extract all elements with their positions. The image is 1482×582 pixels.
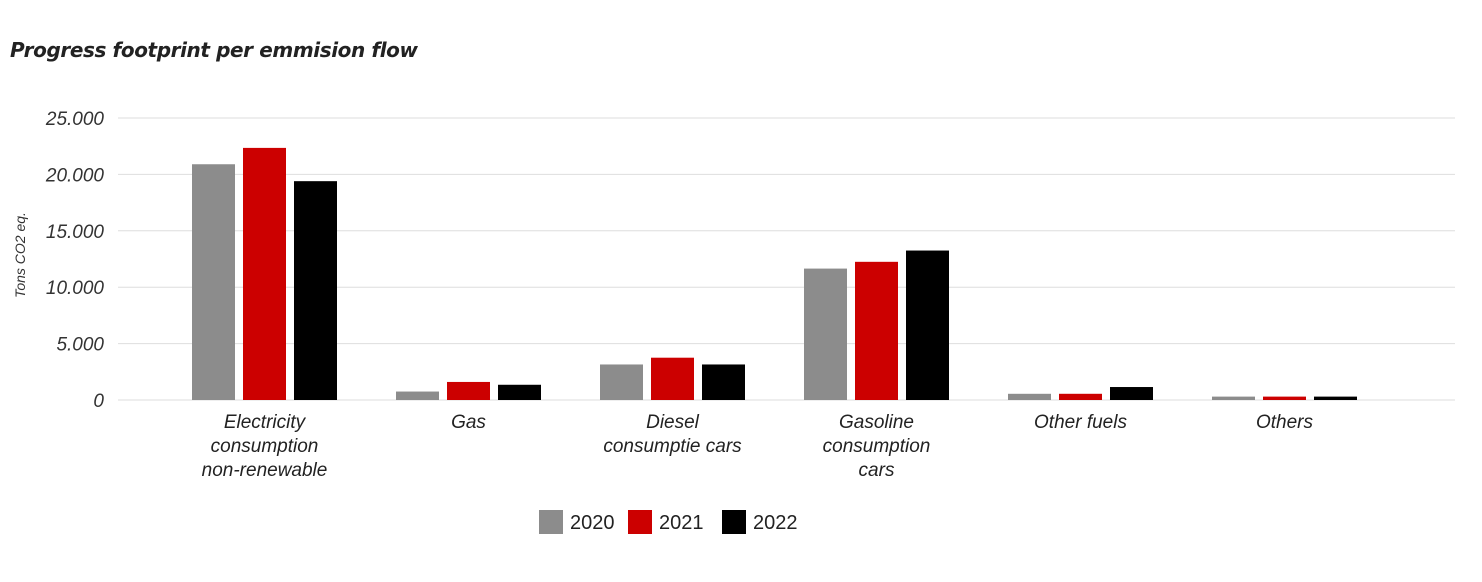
legend-swatch-2021 — [628, 510, 652, 534]
category-label: Gas — [451, 412, 486, 433]
y-tick-label: 15.000 — [46, 222, 105, 243]
category-label-line: consumption — [211, 436, 319, 457]
y-tick-label: 10.000 — [46, 278, 105, 299]
legend-swatch-2020 — [539, 510, 563, 534]
bar-2020-3 — [804, 268, 847, 400]
category-label: Gasoline consumption cars — [823, 412, 931, 481]
category-label-line: Diesel — [646, 412, 700, 433]
legend-label-2022: 2022 — [753, 512, 798, 534]
category-label-line: Other fuels — [1034, 412, 1127, 433]
y-tick-label: 20.000 — [45, 165, 105, 186]
bar-2022-0 — [294, 181, 337, 400]
category-label-line: consumption — [823, 436, 931, 457]
category-label-line: Electricity — [224, 412, 307, 433]
y-axis-label: Tons CO2 eq. — [12, 212, 28, 298]
category-label-line: Others — [1256, 412, 1314, 433]
bar-2022-5 — [1314, 396, 1357, 400]
category-label-line: non-renewable — [202, 460, 328, 481]
category-label-line: Gas — [451, 412, 486, 433]
legend-label-2020: 2020 — [570, 512, 615, 534]
legend-label-2021: 2021 — [659, 512, 704, 534]
bar-2020-1 — [396, 391, 439, 400]
legend: 2020 2021 2022 — [539, 510, 798, 534]
bar-2020-4 — [1008, 393, 1051, 400]
y-tick-label: 0 — [93, 391, 104, 412]
bar-2022-1 — [498, 384, 541, 400]
bar-2021-5 — [1263, 396, 1306, 400]
gridlines — [118, 117, 1455, 401]
category-label-line: consumptie cars — [603, 436, 742, 457]
category-label-line: Gasoline — [839, 412, 914, 433]
y-axis-ticks: 0 5.000 10.000 15.000 20.000 25.000 — [45, 109, 105, 412]
bar-2021-3 — [855, 261, 898, 400]
category-label: Electricity consumption non-renewable — [202, 412, 328, 481]
bar-2021-0 — [243, 147, 286, 400]
bar-2020-2 — [600, 364, 643, 400]
bars — [192, 147, 1357, 400]
legend-swatch-2022 — [722, 510, 746, 534]
bar-2022-3 — [906, 250, 949, 400]
category-label: Others — [1256, 412, 1314, 433]
y-tick-label: 5.000 — [56, 335, 104, 356]
chart-title: Progress footprint per emmision flow — [10, 38, 418, 62]
x-axis-categories: Electricity consumption non-renewable Gas Di… — [202, 412, 1314, 481]
bar-2022-4 — [1110, 387, 1153, 400]
category-label-line: cars — [859, 460, 895, 481]
bar-2020-5 — [1212, 396, 1255, 400]
bar-2022-2 — [702, 364, 745, 400]
bar-2021-1 — [447, 381, 490, 400]
y-tick-label: 25.000 — [45, 109, 105, 130]
category-label: Diesel consumptie cars — [603, 412, 742, 457]
bar-2021-2 — [651, 357, 694, 400]
bar-2021-4 — [1059, 393, 1102, 400]
category-label: Other fuels — [1034, 412, 1127, 433]
bar-2020-0 — [192, 164, 235, 400]
